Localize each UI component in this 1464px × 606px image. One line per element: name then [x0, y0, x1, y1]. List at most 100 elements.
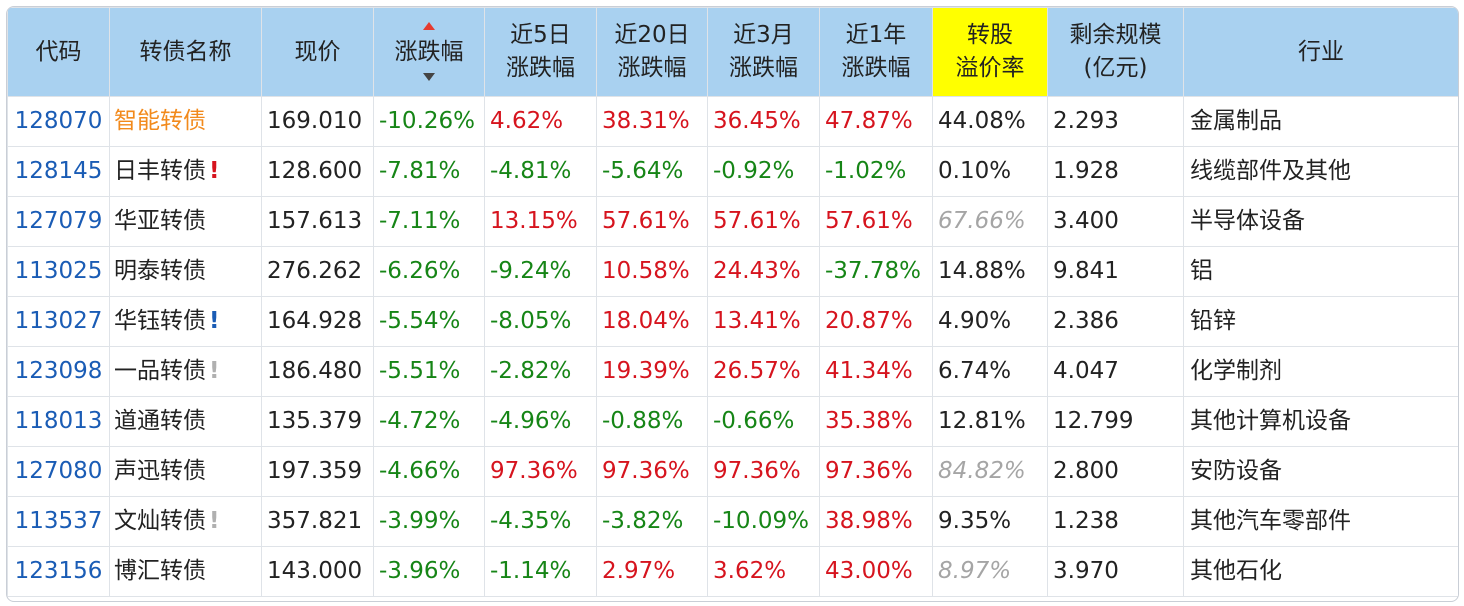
industry-cell: 铝 — [1183, 246, 1458, 297]
header-1y[interactable]: 近1年 涨跌幅 — [819, 7, 933, 97]
bond-name-link[interactable]: 华亚转债 — [114, 208, 206, 234]
bond-code-link[interactable]: 127079 — [7, 196, 110, 247]
scale-cell: 9.841 — [1047, 246, 1184, 297]
table-row[interactable]: 113027 华钰转债! 164.928 -5.54% -8.05% 18.04% 13.4… — [7, 296, 1458, 347]
table-row[interactable]: 118013 道通转债 135.379 -4.72% -4.96% -0.88% -0.66… — [7, 396, 1458, 447]
d5-cell: 4.62% — [484, 96, 597, 147]
header-price[interactable]: 现价 — [261, 7, 374, 97]
bond-code-link[interactable]: 118013 — [7, 396, 110, 447]
table-body: 128070 智能转债 169.010 -10.26% 4.62% 38.31% 36.45… — [7, 96, 1458, 597]
price-cell: 169.010 — [261, 96, 374, 147]
price-cell: 197.359 — [261, 446, 374, 497]
header-industry[interactable]: 行业 — [1183, 7, 1458, 97]
premium-cell: 67.66% — [932, 196, 1048, 247]
header-premium[interactable]: 转股 溢价率 — [932, 7, 1048, 97]
convertible-bond-table: 代码 转债名称 现价 涨跌幅 近5日 涨跌幅 近20日 涨跌幅 近3月 涨跌幅 近1年… — [7, 7, 1458, 597]
y1-cell: 38.98% — [819, 496, 933, 547]
bond-name-cell[interactable]: 华亚转债 — [109, 196, 262, 247]
d5-cell: -4.81% — [484, 146, 597, 197]
header-20d[interactable]: 近20日 涨跌幅 — [596, 7, 708, 97]
bond-table-frame: 代码 转债名称 现价 涨跌幅 近5日 涨跌幅 近20日 涨跌幅 近3月 涨跌幅 近1年… — [6, 6, 1459, 602]
bond-name-cell[interactable]: 日丰转债! — [109, 146, 262, 197]
bond-name-link[interactable]: 日丰转债 — [114, 158, 206, 184]
bond-code-link[interactable]: 123156 — [7, 546, 110, 597]
y1-cell: 20.87% — [819, 296, 933, 347]
bond-name-link[interactable]: 一品转债 — [114, 358, 206, 384]
y1-cell: -37.78% — [819, 246, 933, 297]
premium-cell: 4.90% — [932, 296, 1048, 347]
premium-cell: 9.35% — [932, 496, 1048, 547]
bond-code-link[interactable]: 123098 — [7, 346, 110, 397]
m3-cell: 24.43% — [707, 246, 820, 297]
header-scale[interactable]: 剩余规模 (亿元) — [1047, 7, 1184, 97]
m3-cell: -0.92% — [707, 146, 820, 197]
price-cell: 135.379 — [261, 396, 374, 447]
bond-code-link[interactable]: 128070 — [7, 96, 110, 147]
table-row[interactable]: 128145 日丰转债! 128.600 -7.81% -4.81% -5.64% -0.9… — [7, 146, 1458, 197]
chg-cell: -10.26% — [373, 96, 485, 147]
table-row[interactable]: 123156 博汇转债 143.000 -3.96% -1.14% 2.97% 3.62% 4… — [7, 546, 1458, 597]
table-row[interactable]: 127080 声迅转债 197.359 -4.66% 97.36% 97.36% 97.36… — [7, 446, 1458, 497]
bond-code-link[interactable]: 127080 — [7, 446, 110, 497]
price-cell: 157.613 — [261, 196, 374, 247]
d20-cell: 97.36% — [596, 446, 708, 497]
bond-name-link[interactable]: 声迅转债 — [114, 458, 206, 484]
premium-cell: 6.74% — [932, 346, 1048, 397]
header-price-label: 现价 — [294, 38, 341, 65]
bond-code-link[interactable]: 113027 — [7, 296, 110, 347]
chg-cell: -4.66% — [373, 446, 485, 497]
chg-cell: -7.11% — [373, 196, 485, 247]
header-5d[interactable]: 近5日 涨跌幅 — [484, 7, 597, 97]
bond-name-link[interactable]: 明泰转债 — [114, 258, 206, 284]
sort-desc-icon[interactable] — [423, 72, 435, 81]
industry-cell: 其他计算机设备 — [1183, 396, 1458, 447]
header-change[interactable]: 涨跌幅 — [373, 7, 485, 97]
bond-name-cell[interactable]: 道通转债 — [109, 396, 262, 447]
header-name[interactable]: 转债名称 — [109, 7, 262, 97]
bond-name-cell[interactable]: 明泰转债 — [109, 246, 262, 297]
chg-cell: -3.99% — [373, 496, 485, 547]
header-code[interactable]: 代码 — [7, 7, 110, 97]
bond-name-cell[interactable]: 博汇转债 — [109, 546, 262, 597]
table-row[interactable]: 113025 明泰转债 276.262 -6.26% -9.24% 10.58% 24.43… — [7, 246, 1458, 297]
warning-mark-icon: ! — [209, 308, 220, 334]
m3-cell: 13.41% — [707, 296, 820, 347]
bond-name-link[interactable]: 华钰转债 — [114, 308, 206, 334]
header-scale-line1: 剩余规模 — [1069, 22, 1162, 48]
bond-name-link[interactable]: 道通转债 — [114, 408, 206, 434]
y1-cell: 97.36% — [819, 446, 933, 497]
bond-name-cell[interactable]: 一品转债! — [109, 346, 262, 397]
bond-name-cell[interactable]: 声迅转债 — [109, 446, 262, 497]
price-cell: 164.928 — [261, 296, 374, 347]
y1-cell: 47.87% — [819, 96, 933, 147]
bond-code-link[interactable]: 113025 — [7, 246, 110, 297]
bond-code-link[interactable]: 128145 — [7, 146, 110, 197]
premium-cell: 12.81% — [932, 396, 1048, 447]
bond-code-link[interactable]: 113537 — [7, 496, 110, 547]
bond-name-link[interactable]: 智能转债 — [114, 108, 206, 134]
chg-cell: -5.51% — [373, 346, 485, 397]
d5-cell: -4.35% — [484, 496, 597, 547]
d20-cell: 10.58% — [596, 246, 708, 297]
scale-cell: 2.800 — [1047, 446, 1184, 497]
bond-name-cell[interactable]: 华钰转债! — [109, 296, 262, 347]
y1-cell: 43.00% — [819, 546, 933, 597]
table-row[interactable]: 127079 华亚转债 157.613 -7.11% 13.15% 57.61% 57.61… — [7, 196, 1458, 247]
d20-cell: -0.88% — [596, 396, 708, 447]
table-row[interactable]: 128070 智能转债 169.010 -10.26% 4.62% 38.31% 36.45… — [7, 96, 1458, 147]
header-3m-line1: 近3月 — [733, 22, 794, 48]
header-3m[interactable]: 近3月 涨跌幅 — [707, 7, 820, 97]
bond-name-link[interactable]: 文灿转债 — [114, 508, 206, 534]
bond-name-cell[interactable]: 文灿转债! — [109, 496, 262, 547]
price-cell: 128.600 — [261, 146, 374, 197]
table-header-row: 代码 转债名称 现价 涨跌幅 近5日 涨跌幅 近20日 涨跌幅 近3月 涨跌幅 近1年… — [7, 7, 1458, 97]
table-row[interactable]: 113537 文灿转债! 357.821 -3.99% -4.35% -3.82% -10.… — [7, 496, 1458, 547]
scale-cell: 3.400 — [1047, 196, 1184, 247]
m3-cell: 97.36% — [707, 446, 820, 497]
d20-cell: 18.04% — [596, 296, 708, 347]
sort-asc-icon[interactable] — [423, 21, 435, 30]
price-cell: 186.480 — [261, 346, 374, 397]
bond-name-link[interactable]: 博汇转债 — [114, 558, 206, 584]
bond-name-cell[interactable]: 智能转债 — [109, 96, 262, 147]
table-row[interactable]: 123098 一品转债! 186.480 -5.51% -2.82% 19.39% 26.5… — [7, 346, 1458, 397]
